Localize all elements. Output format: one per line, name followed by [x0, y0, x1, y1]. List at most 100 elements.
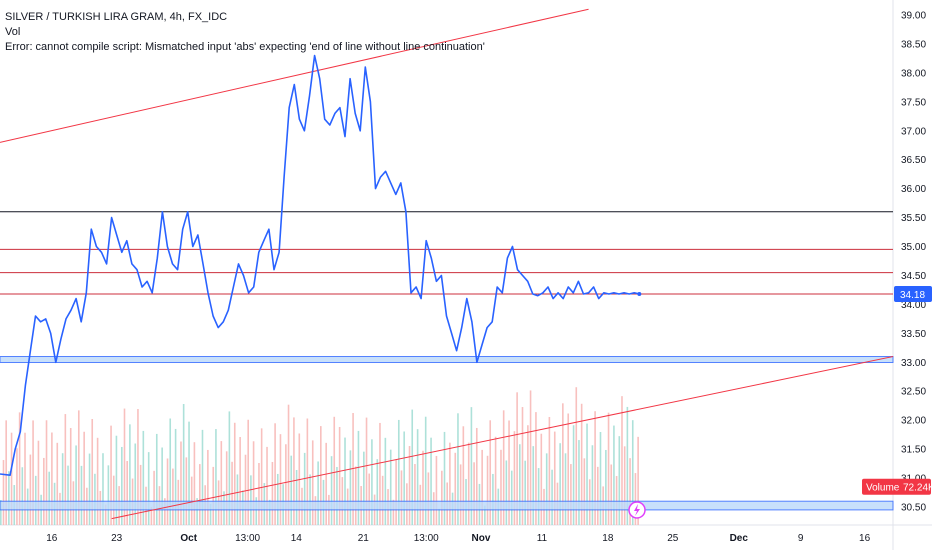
volume-bar [172, 468, 174, 525]
volume-bar [207, 449, 209, 525]
volume-bar [32, 420, 34, 525]
volume-bar [295, 470, 298, 525]
volume-bar [268, 499, 271, 525]
volume-bar [258, 463, 260, 525]
volume-bar [354, 466, 357, 525]
volume-bar [486, 455, 489, 525]
volume-bar [180, 441, 182, 525]
volume-bar [196, 498, 198, 525]
volume-bar [43, 457, 45, 525]
volume-bar [303, 452, 306, 525]
y-tick-label: 30.50 [901, 503, 926, 514]
chart-legend: SILVER / TURKISH LIRA GRAM, 4h, FX_IDC V… [5, 10, 485, 55]
volume-bar [605, 449, 607, 525]
volume-bar [629, 458, 631, 525]
volume-bar [634, 473, 637, 525]
volume-bar [112, 475, 115, 525]
volume-indicator-label[interactable]: Vol [5, 26, 21, 38]
y-tick-label: 34.50 [901, 271, 926, 282]
volume-bar [29, 454, 32, 525]
volume-bar [311, 440, 314, 525]
volume-bar [10, 432, 13, 525]
trend-line[interactable] [0, 8, 589, 143]
volume-bar [8, 471, 10, 525]
volume-bar [462, 426, 465, 525]
x-tick-label: 16 [46, 533, 58, 544]
volume-bar [18, 412, 21, 525]
volume-bar [333, 416, 336, 525]
volume-bar [489, 420, 492, 525]
volume-bar [24, 432, 26, 525]
volume-bar [599, 431, 602, 525]
volume-bar [443, 431, 446, 525]
volume-bar [540, 433, 543, 525]
x-tick-label: 13:00 [414, 533, 439, 544]
y-tick-label: 35.50 [901, 213, 926, 224]
volume-bar [502, 410, 505, 525]
y-tick-label: 33.50 [901, 329, 926, 340]
volume-bar [69, 428, 72, 525]
volume-bar [293, 417, 295, 525]
volume-bar [56, 442, 59, 525]
volume-bar [583, 458, 586, 525]
y-tick-label: 36.00 [901, 184, 926, 195]
volume-bar [150, 506, 153, 525]
volume-bar [586, 423, 588, 525]
volume-bar [505, 460, 508, 525]
volume-bar [134, 443, 137, 525]
volume-bar [174, 428, 177, 525]
volume-bar [610, 464, 613, 525]
x-tick-label: 18 [602, 533, 614, 544]
volume-badge-value: 72.24K [903, 483, 932, 494]
support-zone [0, 356, 894, 364]
volume-bar [185, 457, 188, 525]
x-tick-label: Oct [180, 533, 197, 544]
volume-bar [215, 429, 217, 525]
volume-bar [621, 396, 623, 525]
y-tick-label: 38.50 [901, 39, 926, 50]
volume-bar [441, 470, 443, 525]
volume-bar [317, 461, 319, 525]
volume-bar [500, 449, 502, 525]
volume-bar [80, 465, 83, 525]
volume-bar [336, 466, 338, 525]
y-tick-label: 35.00 [901, 242, 926, 253]
volume-bar [572, 425, 575, 525]
volume-bar [623, 446, 626, 525]
volume-bar [551, 469, 553, 525]
lightning-glyph [634, 504, 640, 516]
volume-bar [537, 468, 540, 525]
volume-bar [459, 464, 462, 525]
volume-bar [279, 434, 282, 525]
volume-bar [615, 476, 618, 525]
volume-bar [492, 473, 494, 525]
y-tick-label: 31.50 [901, 445, 926, 456]
x-tick-label: 16 [859, 533, 871, 544]
volume-bar [45, 420, 48, 525]
volume-bar [260, 428, 263, 525]
volume-bar [562, 403, 564, 525]
volume-bar [379, 422, 381, 525]
volume-bar [403, 431, 405, 525]
volume-bar [67, 465, 69, 525]
volume-bar [363, 451, 365, 525]
volume-bar [389, 449, 392, 525]
volume-bar [484, 505, 486, 525]
volume-bar [494, 436, 497, 525]
volume-bar [153, 470, 155, 525]
trend-line[interactable] [111, 356, 894, 520]
volume-bar [233, 422, 236, 525]
volume-bar [34, 475, 37, 525]
volume-bar [535, 412, 537, 525]
volume-bar [395, 459, 397, 525]
volume-bar [381, 475, 384, 525]
volume-bar [2, 460, 5, 525]
x-tick-label: 9 [798, 533, 804, 544]
volume-bar [225, 451, 228, 525]
volume-bar [591, 445, 594, 525]
volume-bar [564, 453, 567, 525]
last-price-dot [637, 291, 642, 296]
volume-bar [575, 387, 578, 525]
y-tick-label: 36.50 [901, 155, 926, 166]
